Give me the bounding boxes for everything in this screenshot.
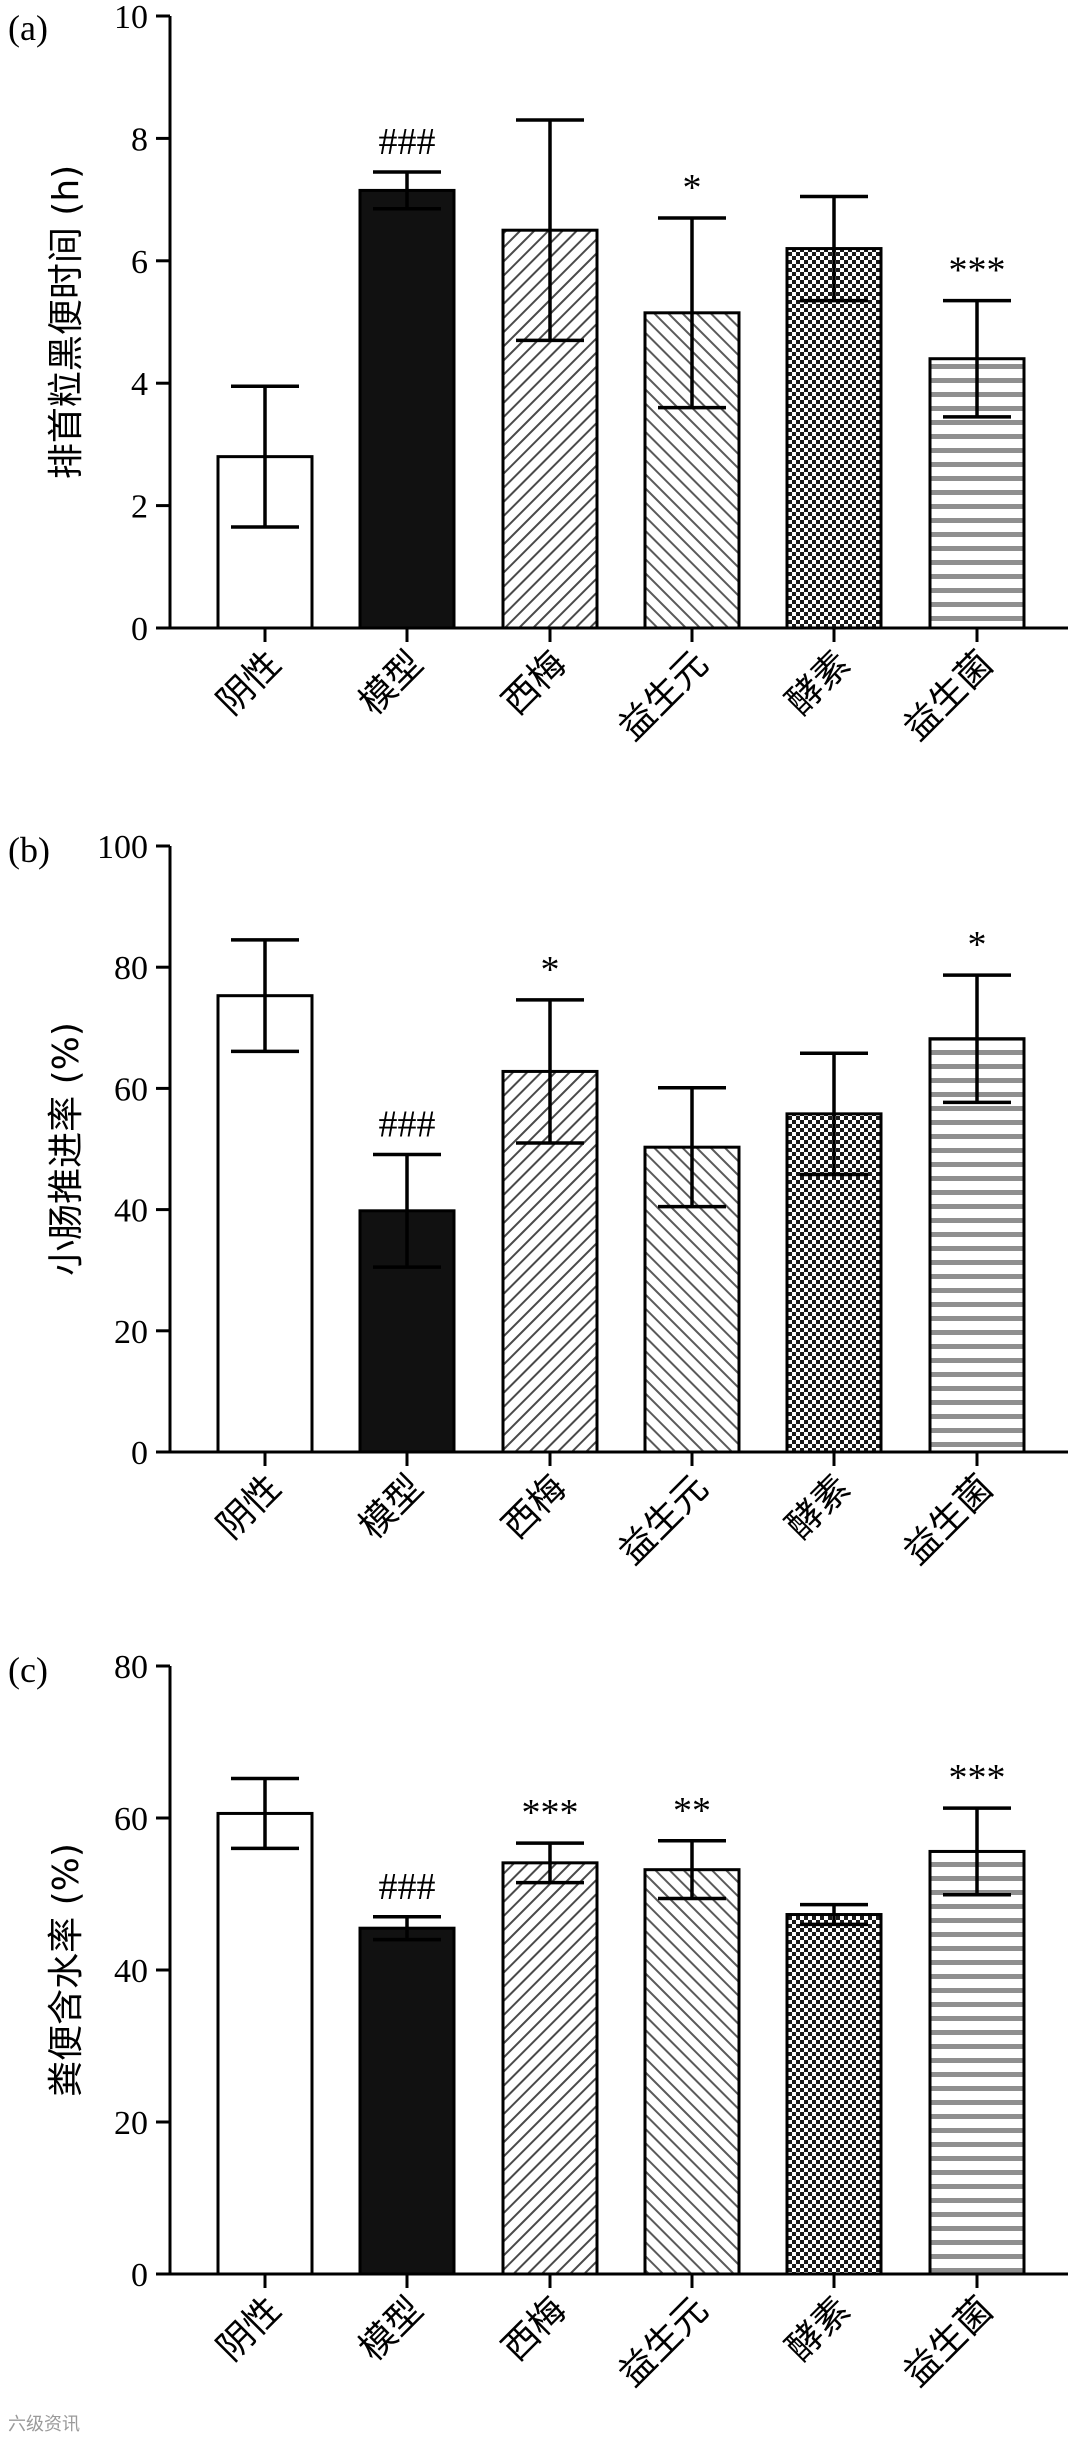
watermark: 六级资讯 [8,2414,80,2435]
category-label: 西梅 [494,2289,574,2369]
y-tick-label: 10 [114,0,148,36]
y-tick-label: 2 [131,489,148,526]
category-label: 模型 [351,643,431,723]
significance-label: ### [379,1866,436,1908]
error-bar [373,1152,441,1269]
significance-label: *** [949,1757,1006,1799]
y-tick-label: 80 [114,1649,148,1686]
y-tick-label: 60 [114,1801,148,1838]
y-tick-label: 40 [114,1953,148,1990]
y-tick-label: 40 [114,1193,148,1230]
category-label: 阴性 [209,643,289,723]
error-bar [516,998,584,1145]
significance-label: ### [379,1103,436,1145]
error-bar [373,170,441,211]
bar [216,1811,314,2276]
panel-label: (b) [8,830,50,870]
y-tick-label: 6 [131,244,148,281]
y-tick-label: 80 [114,950,148,987]
category-label: 酵素 [778,1467,858,1547]
category-label: 阴性 [209,1467,289,1547]
significance-label: ### [379,121,436,163]
error-bar [373,1915,441,1942]
category-label: 益生元 [611,2289,716,2394]
bar [785,1913,883,2276]
error-bar [800,1902,868,1927]
error-bar [658,1086,726,1209]
category-label: 西梅 [494,643,574,723]
error-bar [516,118,584,343]
error-bar [658,216,726,410]
category-label: 西梅 [494,1467,574,1547]
chart-panel-c: (c) 粪便含水率 (%) 0 20 40 60 80 阴性 模型 ### 西梅 *** 益生元 ** 酵素… [8,1649,1068,2395]
bar [643,1868,741,2276]
y-tick-label: 0 [131,611,148,648]
significance-label: *** [522,1792,579,1834]
y-tick-label: 8 [131,121,148,158]
y-tick-label: 0 [131,2257,148,2294]
category-label: 模型 [351,2289,431,2369]
bar [928,1037,1026,1454]
panel-label: (a) [8,8,48,48]
category-label: 益生菌 [896,1467,1001,1572]
category-label: 益生元 [611,1467,716,1572]
bar [358,1926,456,2276]
y-tick-label: 20 [114,1314,148,1351]
category-label: 益生菌 [896,643,1001,748]
bar [216,994,314,1454]
error-bar [231,1776,299,1851]
y-axis-label: 排首粒黑便时间 (h) [46,165,87,479]
error-bar [658,1839,726,1901]
y-tick-label: 100 [97,829,148,866]
error-bar [943,973,1011,1105]
y-axis-label: 小肠推进率 (%) [46,1022,87,1276]
significance-label: ** [673,1790,711,1832]
significance-label: * [683,167,702,209]
y-tick-label: 60 [114,1071,148,1108]
bar [501,1861,599,2276]
category-label: 益生元 [611,643,716,748]
category-label: 益生菌 [896,2289,1001,2394]
category-label: 模型 [351,1467,431,1547]
error-bar [231,384,299,529]
y-axis-label: 粪便含水率 (%) [46,1843,87,2097]
error-bar [231,938,299,1054]
error-bar [516,1841,584,1885]
significance-label: * [541,949,560,991]
chart-panel-a: (a) 排首粒黑便时间 (h) 0 2 4 6 8 10 阴性 模型 ### 西梅 益生元 * 酵素 益生菌 *… [8,0,1068,749]
y-tick-label: 20 [114,2105,148,2142]
category-label: 酵素 [778,643,858,723]
y-tick-label: 0 [131,1435,148,1472]
bar [358,188,456,630]
significance-label: * [968,924,987,966]
y-tick-label: 4 [131,366,148,403]
significance-label: *** [949,250,1006,292]
error-bar [800,1051,868,1177]
error-bar [800,194,868,303]
error-bar [943,1806,1011,1897]
panel-label: (c) [8,1650,48,1690]
category-label: 阴性 [209,2289,289,2369]
error-bar [943,298,1011,419]
chart-panel-b: (b) 小肠推进率 (%) 0 20 40 60 80 100 阴性 模型 ### 西梅 * 益生元 酵素益… [8,829,1068,1573]
bar [785,247,883,630]
category-label: 酵素 [778,2289,858,2369]
bar [928,1849,1026,2276]
